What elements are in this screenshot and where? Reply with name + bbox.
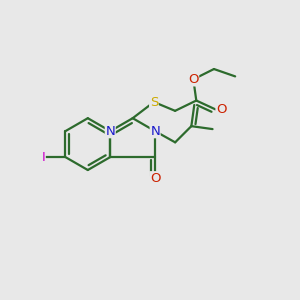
Text: N: N <box>105 125 115 138</box>
Text: S: S <box>150 95 158 109</box>
Text: O: O <box>188 73 199 86</box>
Text: O: O <box>216 103 226 116</box>
Text: O: O <box>150 172 160 185</box>
Text: N: N <box>150 125 160 138</box>
Text: I: I <box>41 151 45 164</box>
